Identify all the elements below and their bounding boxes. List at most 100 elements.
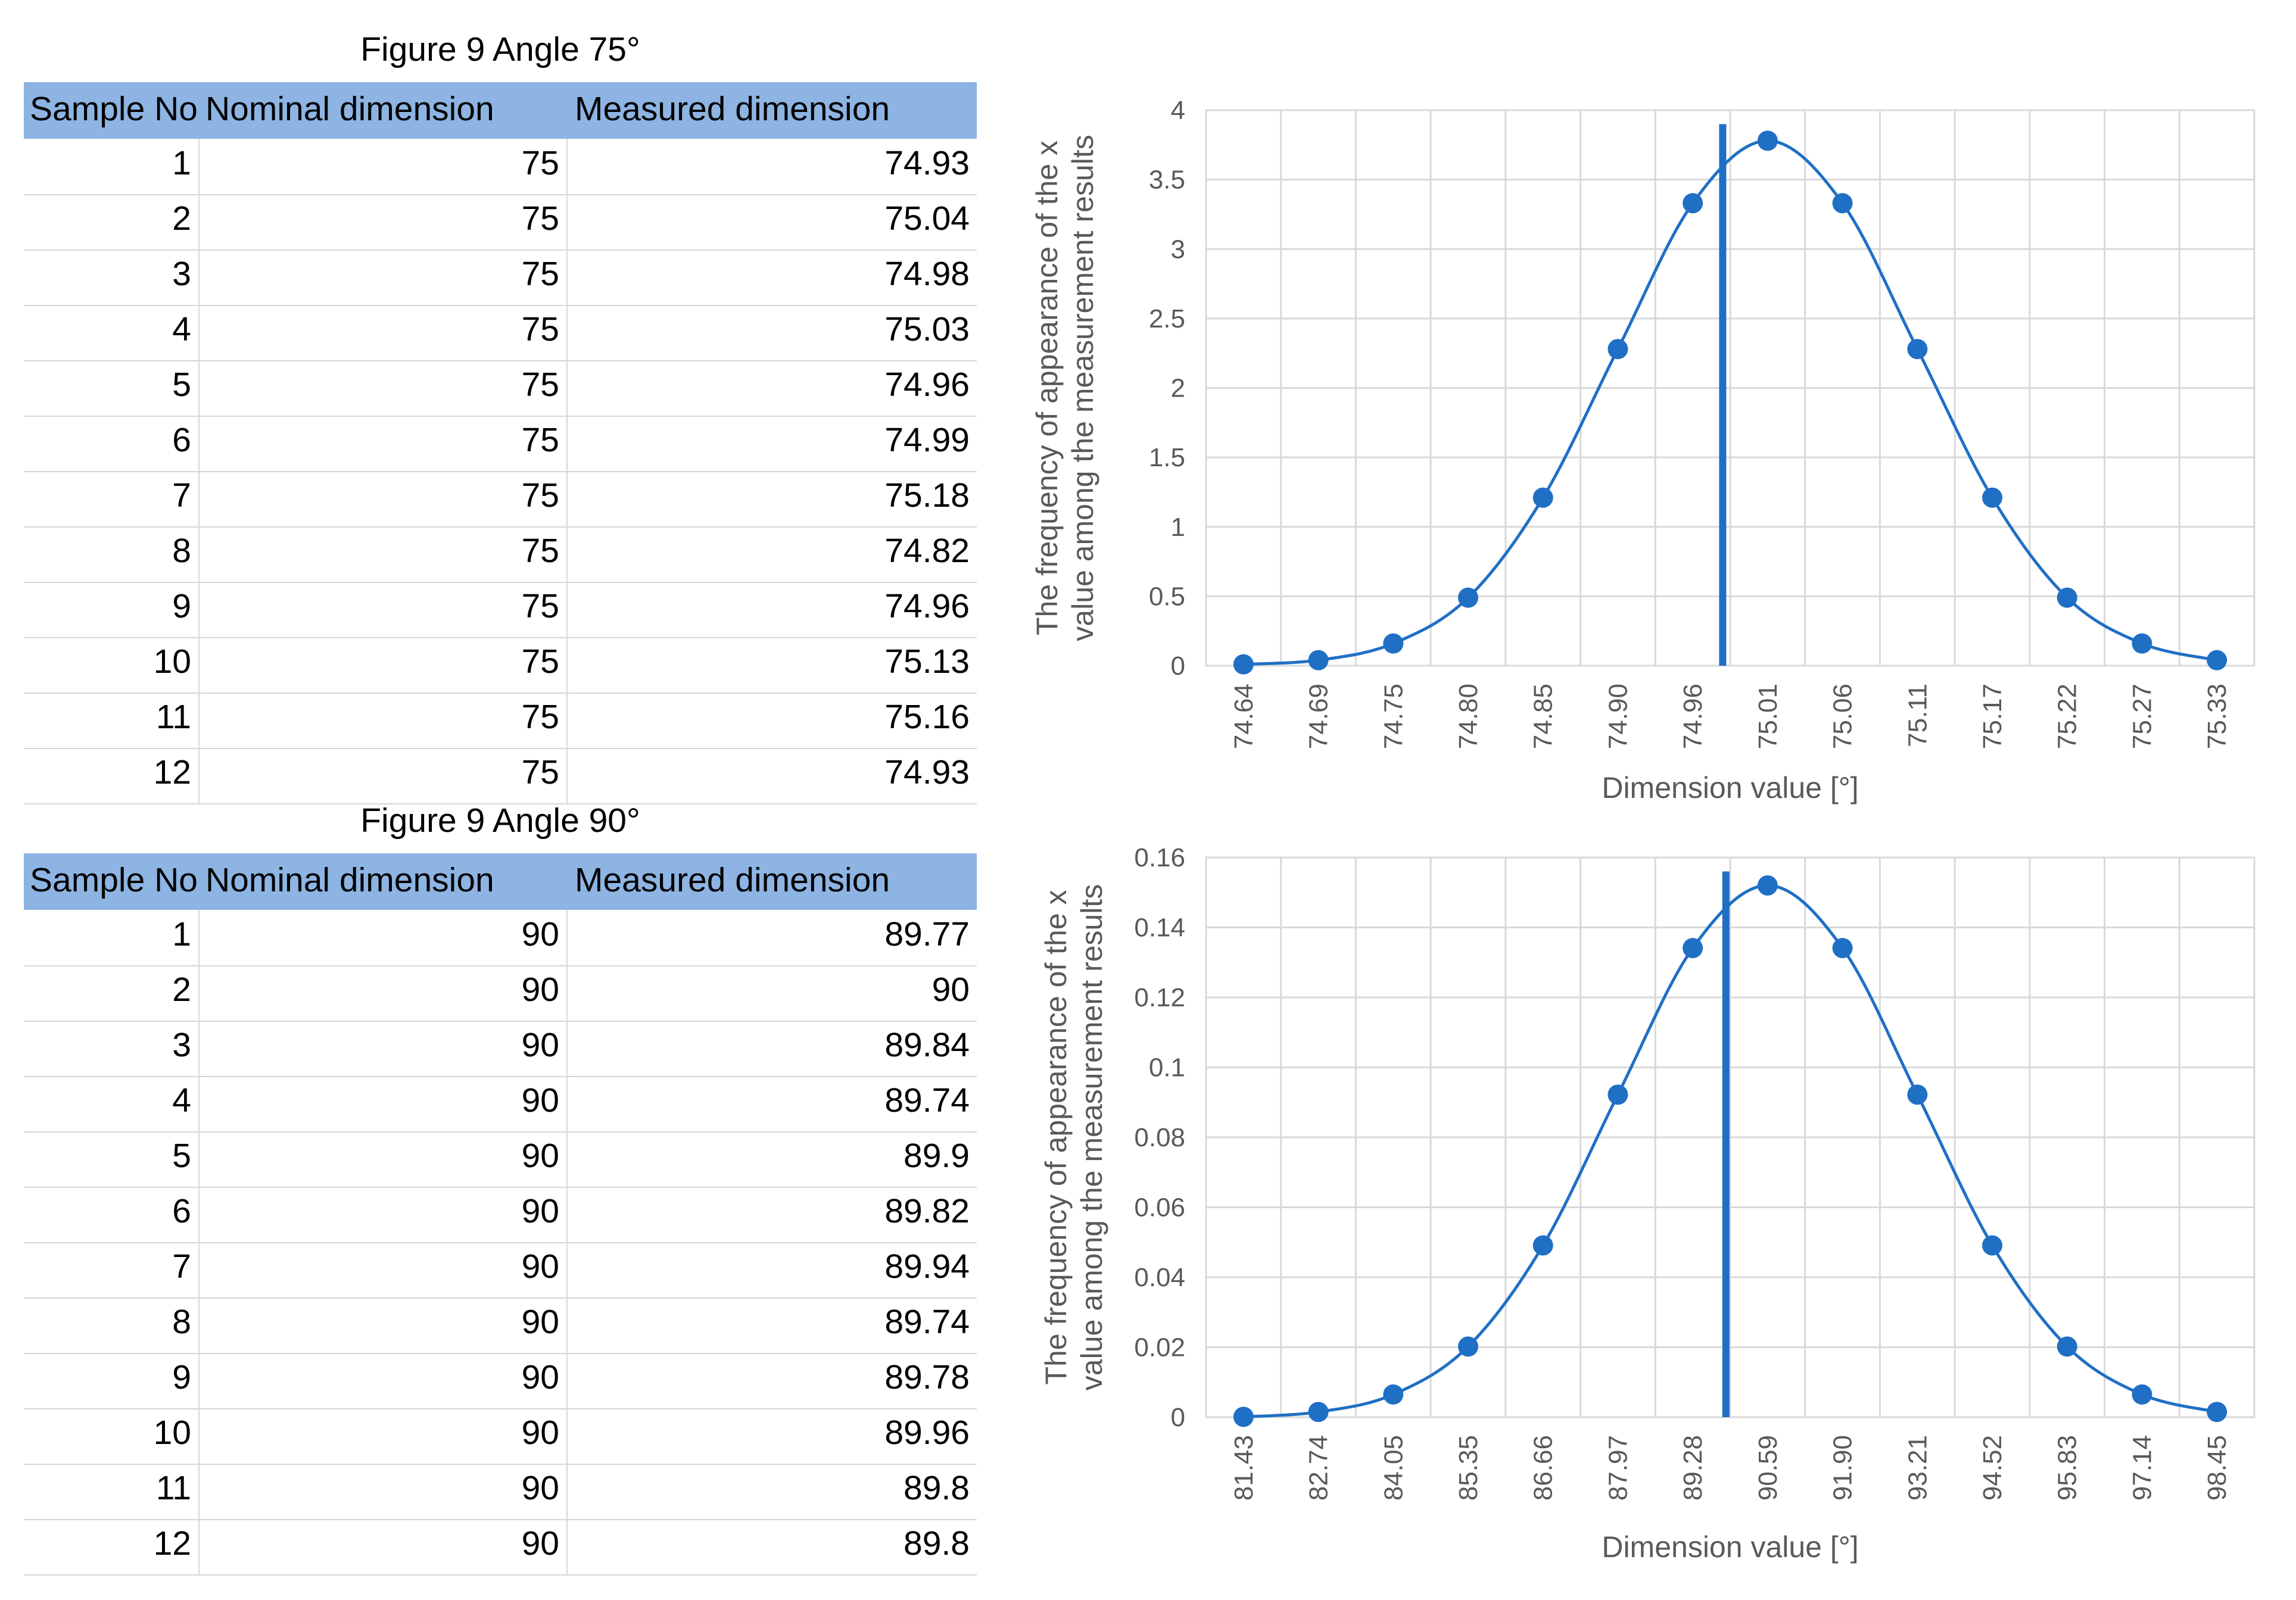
y-tick-label: 0.16 bbox=[1134, 843, 1185, 872]
x-tick-label: 75.06 bbox=[1828, 684, 1858, 749]
nominal-dimension-cell: 90 bbox=[200, 1242, 568, 1298]
measured-dimension-cell: 89.77 bbox=[884, 915, 970, 953]
data-point bbox=[1233, 654, 1254, 675]
y-tick-label: 0 bbox=[1171, 651, 1185, 681]
nominal-dimension-cell: 75 bbox=[200, 249, 568, 305]
nominal-dimension-cell: 75 bbox=[200, 748, 568, 803]
sample-no-cell: 7 bbox=[24, 1242, 200, 1298]
table-row: 7 90 89.94 bbox=[24, 1242, 977, 1299]
data-point bbox=[2057, 1336, 2077, 1357]
nominal-dimension-cell: 75 bbox=[200, 471, 568, 526]
sample-no-cell: 3 bbox=[24, 249, 200, 305]
measured-dimension-cell: 74.98 bbox=[884, 255, 970, 293]
table-row: 8 75 74.82 bbox=[24, 526, 977, 583]
x-tick-label: 74.75 bbox=[1379, 684, 1408, 749]
data-point bbox=[1532, 487, 1553, 508]
series-line bbox=[1243, 139, 2217, 666]
measured-dimension-cell: 75.18 bbox=[884, 476, 970, 514]
series-line bbox=[1243, 884, 2217, 1418]
sample-no-cell: 4 bbox=[24, 1076, 200, 1131]
measured-dimension-cell: 89.8 bbox=[904, 1524, 970, 1562]
table-row: 4 75 75.03 bbox=[24, 305, 977, 361]
nominal-dimension-cell: 90 bbox=[200, 1519, 568, 1574]
y-tick-label: 0.04 bbox=[1134, 1263, 1185, 1292]
measured-dimension-cell: 89.78 bbox=[884, 1358, 970, 1396]
x-tick-label: 87.97 bbox=[1603, 1435, 1633, 1501]
table-row: 3 75 74.98 bbox=[24, 249, 977, 306]
sample-no-cell: 10 bbox=[24, 1408, 200, 1464]
column-header: Measured dimension bbox=[575, 90, 890, 128]
x-tick-label: 98.45 bbox=[2202, 1435, 2232, 1501]
measured-dimension-cell: 89.74 bbox=[884, 1303, 970, 1341]
table-row: 2 75 75.04 bbox=[24, 194, 977, 251]
sample-no-cell: 2 bbox=[24, 965, 200, 1021]
nominal-dimension-cell: 75 bbox=[200, 139, 568, 194]
data-point bbox=[1383, 1384, 1404, 1405]
x-tick-label: 93.21 bbox=[1903, 1435, 1932, 1501]
y-tick-label: 0 bbox=[1171, 1403, 1185, 1432]
measured-dimension-cell: 89.74 bbox=[884, 1081, 970, 1119]
table-title: Figure 9 Angle 75° bbox=[360, 30, 640, 68]
y-tick-label: 2.5 bbox=[1149, 304, 1185, 333]
y-tick-label: 0.06 bbox=[1134, 1193, 1185, 1222]
nominal-dimension-cell: 90 bbox=[200, 1298, 568, 1353]
data-point bbox=[1233, 1406, 1254, 1427]
data-point bbox=[1683, 193, 1703, 214]
table-row: 9 90 89.78 bbox=[24, 1353, 977, 1409]
x-tick-label: 74.64 bbox=[1229, 684, 1258, 749]
sample-no-cell: 6 bbox=[24, 1187, 200, 1242]
x-tick-label: 95.83 bbox=[2053, 1435, 2082, 1501]
table-title: Figure 9 Angle 90° bbox=[360, 801, 640, 840]
measured-dimension-cell: 89.8 bbox=[904, 1469, 970, 1507]
table-row: 6 90 89.82 bbox=[24, 1187, 977, 1243]
x-tick-label: 94.52 bbox=[1978, 1435, 2007, 1501]
measured-dimension-cell: 74.96 bbox=[884, 587, 970, 625]
sample-no-cell: 1 bbox=[24, 910, 200, 965]
data-point bbox=[1532, 1235, 1553, 1256]
table-row: 11 90 89.8 bbox=[24, 1464, 977, 1520]
x-tick-label: 81.43 bbox=[1229, 1435, 1258, 1501]
table-row: 12 75 74.93 bbox=[24, 748, 977, 804]
table-row: 5 75 74.96 bbox=[24, 360, 977, 417]
data-point bbox=[2207, 650, 2228, 670]
data-point bbox=[1982, 487, 2002, 508]
data-point bbox=[1757, 875, 1778, 896]
nominal-dimension-cell: 90 bbox=[200, 910, 568, 965]
measured-dimension-cell: 74.99 bbox=[884, 421, 970, 459]
y-tick-label: 0.5 bbox=[1149, 582, 1185, 611]
table-row: 7 75 75.18 bbox=[24, 471, 977, 528]
data-point bbox=[1907, 339, 1928, 360]
data-point bbox=[1832, 938, 1853, 959]
y-tick-label: 0.14 bbox=[1134, 913, 1185, 943]
x-tick-label: 74.80 bbox=[1454, 684, 1483, 749]
table-row: 9 75 74.96 bbox=[24, 582, 977, 638]
data-point bbox=[1458, 587, 1478, 608]
column-header: Sample No bbox=[30, 861, 198, 899]
y-tick-label: 3.5 bbox=[1149, 166, 1185, 195]
nominal-dimension-cell: 75 bbox=[200, 194, 568, 249]
nominal-dimension-cell: 90 bbox=[200, 1076, 568, 1131]
measured-dimension-cell: 89.84 bbox=[884, 1026, 970, 1064]
table-row: 4 90 89.74 bbox=[24, 1076, 977, 1133]
x-tick-label: 85.35 bbox=[1454, 1435, 1483, 1501]
measured-dimension-cell: 75.04 bbox=[884, 199, 970, 238]
sample-no-cell: 7 bbox=[24, 471, 200, 526]
table-row: 10 90 89.96 bbox=[24, 1408, 977, 1465]
measured-dimension-cell: 74.93 bbox=[884, 753, 970, 791]
x-tick-label: 75.27 bbox=[2127, 684, 2157, 749]
table-row: 1 90 89.77 bbox=[24, 910, 977, 966]
table-row: 6 75 74.99 bbox=[24, 416, 977, 472]
nominal-dimension-cell: 90 bbox=[200, 1187, 568, 1242]
data-point bbox=[2057, 587, 2077, 608]
x-axis-label: Dimension value [°] bbox=[1602, 771, 1858, 804]
measured-dimension-cell: 74.93 bbox=[884, 144, 970, 182]
nominal-dimension-cell: 90 bbox=[200, 965, 568, 1021]
x-tick-label: 97.14 bbox=[2127, 1435, 2157, 1501]
sample-no-cell: 5 bbox=[24, 1131, 200, 1187]
data-point bbox=[1607, 1084, 1628, 1105]
y-tick-label: 2 bbox=[1171, 374, 1185, 403]
sample-no-cell: 11 bbox=[24, 693, 200, 748]
measured-dimension-cell: 89.9 bbox=[904, 1137, 970, 1175]
x-tick-label: 75.11 bbox=[1903, 684, 1932, 747]
nominal-dimension-cell: 75 bbox=[200, 416, 568, 471]
